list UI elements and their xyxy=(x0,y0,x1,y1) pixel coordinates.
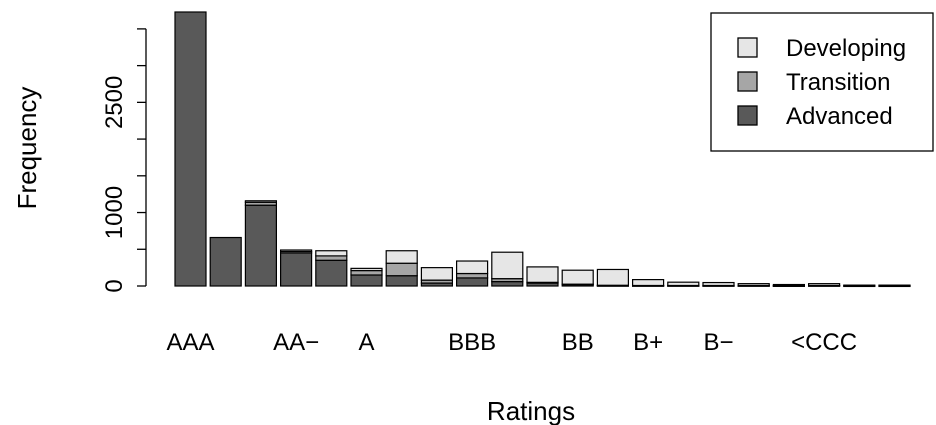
x-category-label: A xyxy=(358,329,374,356)
bar-advanced-4 xyxy=(315,259,348,287)
x-category-labels: AAA AA− A BBB BB B+ B− <CCC xyxy=(166,329,857,356)
legend-label-advanced: Advanced xyxy=(786,103,893,130)
x-axis-title: Ratings xyxy=(487,396,575,425)
bar-transition-8 xyxy=(456,272,489,279)
x-category-label: BBB xyxy=(448,329,496,356)
bar-advanced-8 xyxy=(456,277,489,287)
bar-developing-5 xyxy=(350,267,383,272)
x-category-label: AA− xyxy=(273,329,319,356)
bar-developing-15 xyxy=(702,281,735,287)
bar-advanced-3 xyxy=(280,252,313,287)
bar-transition-6 xyxy=(385,262,418,277)
bar-developing-16 xyxy=(737,283,770,287)
x-category-label: B+ xyxy=(633,329,663,356)
y-tick-label: 0 xyxy=(101,279,128,292)
bar-developing-11 xyxy=(561,269,594,285)
y-tick-label: 1000 xyxy=(101,186,128,239)
bar-developing-13 xyxy=(631,279,665,287)
bar-transition-4 xyxy=(315,255,348,261)
legend-label-developing: Developing xyxy=(786,35,906,62)
bar-developing-10 xyxy=(526,266,559,283)
bar-advanced-9 xyxy=(491,280,524,287)
x-category-label: B− xyxy=(703,329,733,356)
bar-developing-20 xyxy=(878,284,911,287)
bar-transition-5 xyxy=(350,269,383,276)
bar-developing-7 xyxy=(420,267,453,281)
bar-developing-3 xyxy=(280,249,313,253)
bar-advanced-1 xyxy=(209,236,242,287)
bar-advanced-2 xyxy=(244,204,277,287)
bar-developing-6 xyxy=(385,250,418,264)
y-tick-label: 2500 xyxy=(101,76,128,129)
bar-advanced-5 xyxy=(350,274,383,287)
x-category-label: AAA xyxy=(166,329,214,356)
y-axis-title: Frequency xyxy=(12,87,42,210)
bar-developing-17 xyxy=(772,283,806,287)
bar-advanced-0 xyxy=(174,11,207,287)
y-axis: 0 1000 2500 xyxy=(101,28,147,293)
legend-swatch-advanced xyxy=(737,105,758,126)
x-category-label: <CCC xyxy=(791,329,857,356)
x-category-label: BB xyxy=(562,329,594,356)
legend-swatch-transition xyxy=(737,71,758,92)
legend-label-transition: Transition xyxy=(786,69,890,96)
bars-group xyxy=(174,11,911,288)
bar-developing-12 xyxy=(596,268,630,286)
legend: Developing Transition Advanced xyxy=(710,12,934,152)
bar-developing-9 xyxy=(491,251,524,280)
bar-developing-14 xyxy=(667,281,700,287)
bar-advanced-6 xyxy=(385,275,418,287)
legend-swatch-developing xyxy=(737,37,758,58)
bar-developing-19 xyxy=(843,284,876,287)
bar-developing-4 xyxy=(315,250,348,257)
bar-developing-18 xyxy=(807,283,841,287)
bar-developing-2 xyxy=(244,200,277,203)
bar-developing-8 xyxy=(456,260,489,275)
